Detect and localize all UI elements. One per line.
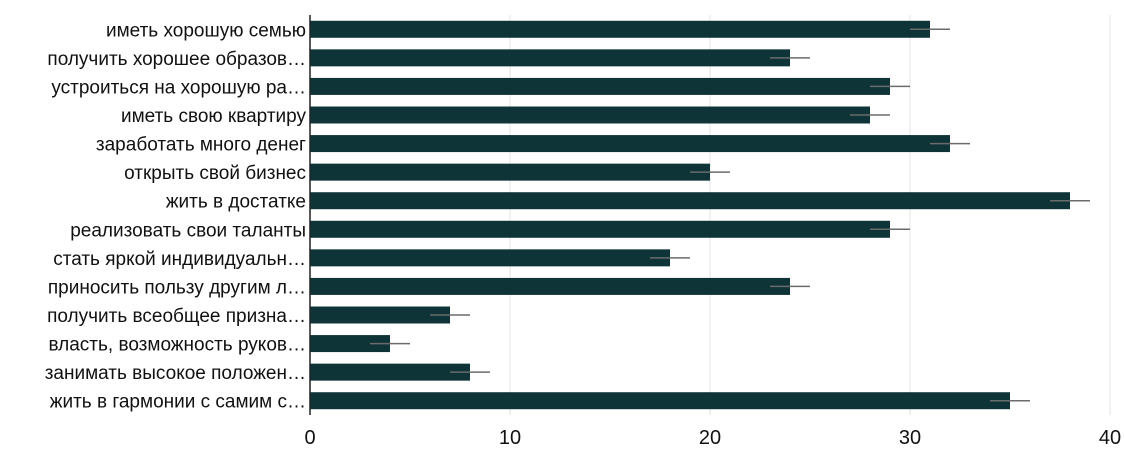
category-label: заработать много денег: [96, 135, 306, 156]
category-label: стать яркой индивидуальн…: [53, 249, 306, 270]
bar: [310, 135, 950, 153]
x-tick-label: 10: [499, 427, 521, 449]
bar: [310, 163, 710, 181]
category-label: власть, возможность руков…: [48, 335, 306, 356]
bar: [310, 335, 390, 353]
category-label: получить хорошее образов…: [47, 49, 306, 70]
x-tick-label: 20: [699, 427, 721, 449]
category-label: устроиться на хорошую ра…: [51, 77, 306, 98]
bar: [310, 20, 930, 38]
bar: [310, 77, 890, 95]
bar: [310, 106, 870, 124]
category-label: получить всеобщее призна…: [47, 306, 306, 327]
bar: [310, 277, 790, 295]
bar: [310, 249, 670, 267]
category-label: иметь хорошую семью: [106, 20, 306, 41]
category-label: реализовать свои таланты: [70, 220, 306, 241]
category-label: открыть свой бизнес: [124, 163, 306, 184]
x-tick-label: 40: [1099, 427, 1121, 449]
error-bars: [370, 28, 1090, 402]
gridlines: [509, 15, 1111, 415]
x-tick-label: 30: [899, 427, 921, 449]
bar: [310, 392, 1010, 410]
bars: [310, 20, 1070, 410]
category-labels: иметь хорошую семью получить хорошее обра…: [45, 20, 307, 412]
bar: [310, 220, 890, 238]
bar: [310, 49, 790, 67]
bar: [310, 363, 470, 381]
x-tick-label: 0: [304, 427, 315, 449]
category-label: приносить пользу другим л…: [48, 277, 306, 298]
category-label: жить в достатке: [166, 192, 306, 213]
bar: [310, 306, 450, 324]
category-label: жить в гармонии с самим с…: [50, 392, 306, 413]
category-label: занимать высокое положен…: [45, 363, 306, 384]
bar: [310, 192, 1070, 210]
category-label: иметь свою квартиру: [121, 106, 307, 127]
x-tick-labels: 0 10 20 30 40: [304, 427, 1121, 449]
